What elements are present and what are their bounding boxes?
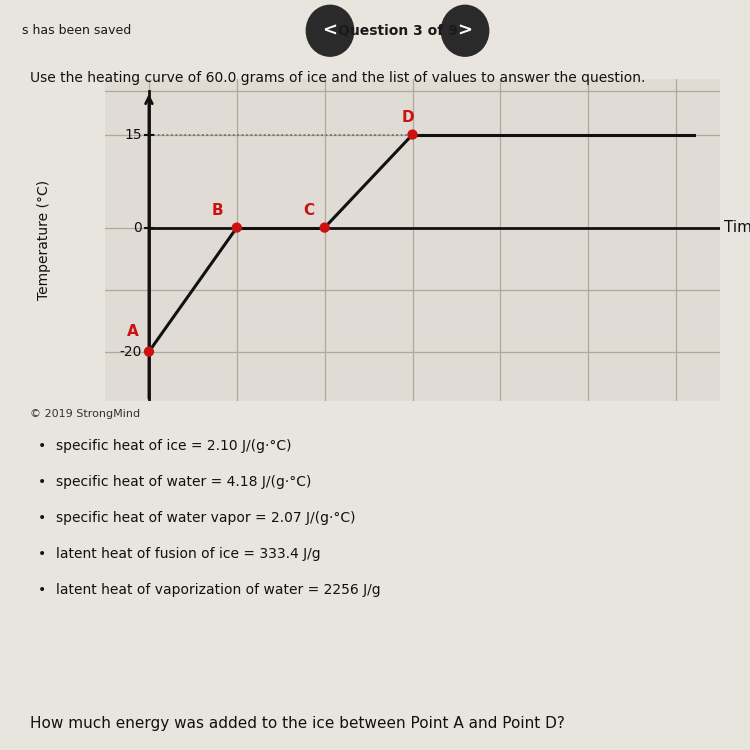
Text: How much energy was added to the ice between Point A and Point D?: How much energy was added to the ice bet…: [30, 716, 565, 731]
Point: [143, 346, 155, 358]
Text: Use the heating curve of 60.0 grams of ice and the list of values to answer the : Use the heating curve of 60.0 grams of i…: [30, 71, 645, 86]
Text: -20: -20: [119, 345, 142, 358]
Text: >: >: [458, 22, 472, 40]
Text: latent heat of fusion of ice = 333.4 J/g: latent heat of fusion of ice = 333.4 J/g: [56, 547, 321, 561]
Point: [231, 221, 243, 233]
Text: latent heat of vaporization of water = 2256 J/g: latent heat of vaporization of water = 2…: [56, 583, 381, 597]
Text: s has been saved: s has been saved: [22, 24, 132, 38]
Text: A: A: [128, 324, 139, 339]
Text: <: <: [322, 22, 338, 40]
Point: [406, 128, 418, 140]
Text: Temperature (°C): Temperature (°C): [37, 180, 50, 300]
Text: © 2019 StrongMind: © 2019 StrongMind: [30, 409, 140, 419]
Text: B: B: [211, 203, 223, 218]
Text: Time: Time: [724, 220, 750, 235]
Text: C: C: [303, 203, 314, 218]
Ellipse shape: [441, 4, 489, 57]
Text: •: •: [38, 475, 46, 489]
Text: specific heat of ice = 2.10 J/(g·°C): specific heat of ice = 2.10 J/(g·°C): [56, 439, 292, 453]
Text: specific heat of water = 4.18 J/(g·°C): specific heat of water = 4.18 J/(g·°C): [56, 475, 312, 489]
Point: [319, 221, 331, 233]
Text: •: •: [38, 511, 46, 525]
Text: •: •: [38, 547, 46, 561]
Text: D: D: [402, 110, 415, 125]
Ellipse shape: [306, 4, 354, 57]
Text: 0: 0: [134, 220, 142, 235]
Text: •: •: [38, 583, 46, 597]
Text: •: •: [38, 439, 46, 453]
Text: Question 3 of 9: Question 3 of 9: [338, 24, 458, 38]
Text: specific heat of water vapor = 2.07 J/(g·°C): specific heat of water vapor = 2.07 J/(g…: [56, 511, 356, 525]
Text: 15: 15: [124, 128, 142, 142]
